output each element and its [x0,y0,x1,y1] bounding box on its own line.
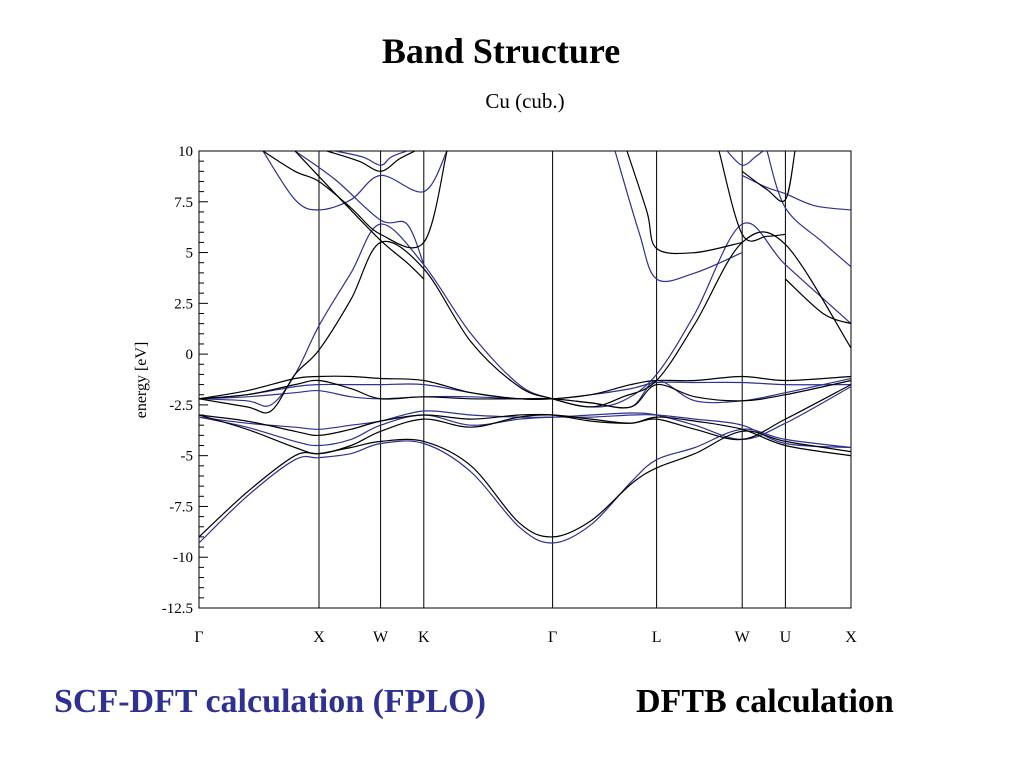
chart-title: Cu (cub.) [485,89,564,113]
dftb-band-line [199,379,851,409]
y-tick-label: -2.5 [169,398,193,414]
y-axis-ticks: 10 7.5 5 2.5 0 -2.5 -5 -7.5 -10 -12.5 [162,144,208,617]
y-tick-label: 0 [186,347,194,363]
dftb-band-line [199,384,851,441]
x-tick-label: Γ [548,629,557,646]
dftb-band-line [784,278,851,325]
dftb-band-line [199,430,851,538]
dft-band-line [199,414,851,449]
dftb-band-line [294,151,425,280]
dft-band-line [741,174,851,211]
x-tick-label: X [313,629,325,646]
y-tick-label: 2.5 [174,296,193,312]
legend-dft-caption: SCF-DFT calculation (FPLO) [54,683,486,720]
dft-band-line [294,151,425,265]
dftb-band-line [262,151,448,249]
dftb-band-line [326,151,416,172]
y-tick-label: -5 [181,449,194,465]
dft-band-line [334,151,408,166]
y-axis-label: energy [eV] [133,342,150,419]
y-tick-label: 10 [178,144,193,160]
dft-band-line [262,151,448,211]
plot-frame [198,150,852,609]
dft-band-line [726,151,764,166]
x-tick-label: L [652,629,662,646]
y-tick-label: -12.5 [162,601,193,617]
band-series [199,151,851,544]
dftb-band-line [718,151,786,242]
x-tick-label: Γ [194,629,203,646]
dft-band-line [199,222,851,408]
x-tick-label: X [845,629,857,646]
dft-band-line [766,151,851,268]
y-tick-label: 5 [186,246,194,262]
dft-band-line [199,428,851,544]
kpoint-lines [318,151,786,608]
legend-dftb-caption: DFTB calculation [636,683,894,720]
dftb-band-line [741,151,796,203]
x-tick-label: K [418,629,430,646]
y-tick-label: -7.5 [169,499,193,515]
x-tick-label: U [780,629,792,646]
y-tick-label: -10 [173,550,193,566]
dftb-band-line [199,231,851,414]
dftb-band-line [199,414,851,457]
dftb-band-line [626,151,743,255]
x-tick-label: W [373,629,389,646]
slide-title: Band Structure [381,31,621,71]
dftb-band-line [199,375,851,401]
dft-band-line [614,151,743,283]
x-tick-label: W [735,629,751,646]
y-tick-label: 7.5 [174,195,193,211]
